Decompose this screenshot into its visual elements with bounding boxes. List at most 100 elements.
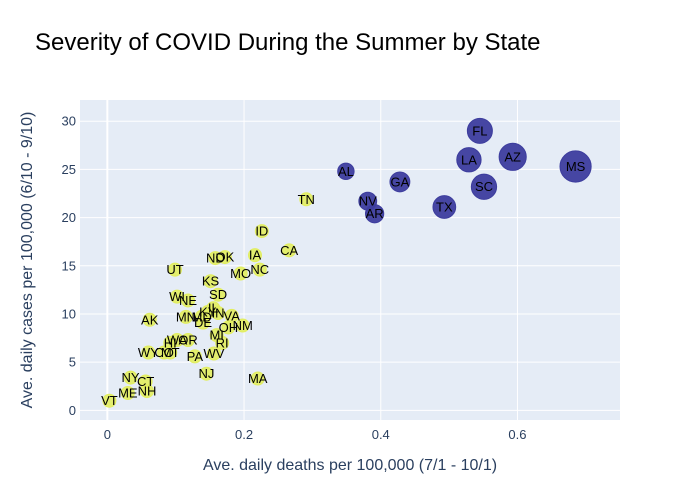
marker-tn bbox=[299, 192, 314, 207]
marker-nc bbox=[252, 262, 267, 277]
point-label-ok: OK bbox=[216, 250, 235, 265]
point-label-nj: NJ bbox=[199, 366, 215, 381]
point-label-mi: MI bbox=[209, 328, 223, 343]
marker-mn bbox=[178, 309, 193, 324]
marker-ri bbox=[215, 335, 230, 350]
y-tick-label: 30 bbox=[62, 114, 76, 129]
x-tick-label: 0 bbox=[104, 427, 111, 442]
marker-wy bbox=[141, 345, 156, 360]
point-label-id: ID bbox=[255, 224, 268, 239]
marker-sd bbox=[211, 287, 226, 302]
point-label-az: AZ bbox=[504, 149, 521, 164]
marker-pa bbox=[187, 349, 202, 364]
point-label-fl: FL bbox=[472, 123, 487, 138]
marker-or bbox=[181, 333, 195, 347]
point-label-ny: NY bbox=[122, 370, 140, 385]
point-label-wv: WV bbox=[203, 346, 224, 361]
point-label-wa: WA bbox=[167, 333, 188, 348]
point-label-ak: AK bbox=[141, 312, 159, 327]
point-label-ut: UT bbox=[166, 262, 183, 277]
point-label-ma: MA bbox=[248, 371, 268, 386]
point-label-tx: TX bbox=[436, 199, 453, 214]
point-label-me: ME bbox=[118, 386, 138, 401]
marker-ia bbox=[247, 248, 262, 263]
x-tick-label: 0.6 bbox=[508, 427, 526, 442]
point-label-de: DE bbox=[194, 315, 212, 330]
point-label-ar: AR bbox=[366, 206, 384, 221]
marker-ut bbox=[168, 262, 183, 277]
point-label-mn: MN bbox=[176, 309, 196, 324]
marker-vt bbox=[102, 393, 117, 408]
point-label-hi: HI bbox=[164, 335, 177, 350]
marker-sc bbox=[470, 173, 498, 200]
marker-ma bbox=[250, 371, 265, 386]
point-label-md: MD bbox=[192, 309, 212, 324]
point-label-nd: ND bbox=[206, 251, 225, 266]
point-label-ne: NE bbox=[179, 293, 197, 308]
point-label-or: OR bbox=[178, 333, 198, 348]
marker-nh bbox=[139, 384, 154, 399]
x-tick-label: 0.2 bbox=[235, 427, 253, 442]
point-label-ks: KS bbox=[202, 274, 220, 289]
point-label-vt: VT bbox=[101, 393, 118, 408]
marker-oh bbox=[221, 320, 236, 335]
point-label-nc: NC bbox=[250, 262, 269, 277]
y-tick-label: 20 bbox=[62, 210, 76, 225]
marker-nj bbox=[199, 366, 214, 381]
marker-ga bbox=[389, 171, 411, 193]
marker-ne bbox=[181, 293, 195, 308]
point-label-sc: SC bbox=[475, 179, 493, 194]
x-tick-label: 0.4 bbox=[372, 427, 390, 442]
y-tick-label: 15 bbox=[62, 258, 76, 273]
marker-ms bbox=[559, 150, 592, 183]
point-label-pa: PA bbox=[187, 349, 204, 364]
marker-ak bbox=[142, 312, 157, 327]
y-tick-label: 10 bbox=[62, 306, 76, 321]
marker-al bbox=[337, 162, 355, 181]
point-label-mt: MT bbox=[161, 345, 180, 360]
point-label-wi: WI bbox=[169, 289, 185, 304]
point-label-mo: MO bbox=[230, 266, 251, 281]
chart-title: Severity of COVID During the Summer by S… bbox=[35, 29, 541, 56]
y-tick-label: 25 bbox=[62, 162, 76, 177]
marker-in bbox=[211, 306, 226, 321]
point-label-in: IN bbox=[212, 306, 225, 321]
point-label-la: LA bbox=[461, 152, 477, 167]
marker-mt bbox=[163, 345, 178, 360]
marker-tx bbox=[432, 195, 457, 219]
marker-id bbox=[254, 224, 269, 239]
point-label-nh: NH bbox=[138, 384, 157, 399]
marker-de bbox=[196, 315, 211, 330]
point-label-nv: NV bbox=[359, 194, 377, 209]
point-label-tn: TN bbox=[298, 192, 315, 207]
point-label-ky: KY bbox=[199, 305, 217, 320]
marker-mo bbox=[233, 266, 248, 281]
marker-la bbox=[456, 147, 482, 173]
point-label-il: IL bbox=[208, 301, 219, 316]
point-label-al: AL bbox=[338, 164, 354, 179]
marker-wv bbox=[206, 346, 221, 361]
marker-ny bbox=[123, 370, 138, 385]
marker-ca bbox=[282, 243, 297, 258]
marker-ar bbox=[364, 204, 385, 224]
marker-nm bbox=[235, 318, 250, 333]
point-label-ms: MS bbox=[566, 159, 586, 174]
axis-ticks: 0 0.2 0.4 0.6 0 5 10 15 20 25 30 bbox=[62, 114, 527, 442]
y-tick-label: 0 bbox=[69, 403, 76, 418]
marker-nd bbox=[208, 251, 223, 266]
marker-az bbox=[498, 142, 527, 171]
plot-area bbox=[80, 100, 620, 420]
point-label-ga: GA bbox=[391, 174, 410, 189]
point-label-nm: NM bbox=[233, 318, 253, 333]
point-label-va: VA bbox=[224, 308, 241, 323]
marker-fl bbox=[466, 117, 493, 144]
y-tick-label: 5 bbox=[69, 355, 76, 370]
y-axis-title: Ave. daily cases per 100,000 (6/10 - 9/1… bbox=[19, 112, 36, 409]
marker-me bbox=[120, 386, 135, 401]
point-label-ca: CA bbox=[280, 243, 298, 258]
point-label-oh: OH bbox=[219, 320, 239, 335]
point-label-co: CO bbox=[154, 345, 174, 360]
